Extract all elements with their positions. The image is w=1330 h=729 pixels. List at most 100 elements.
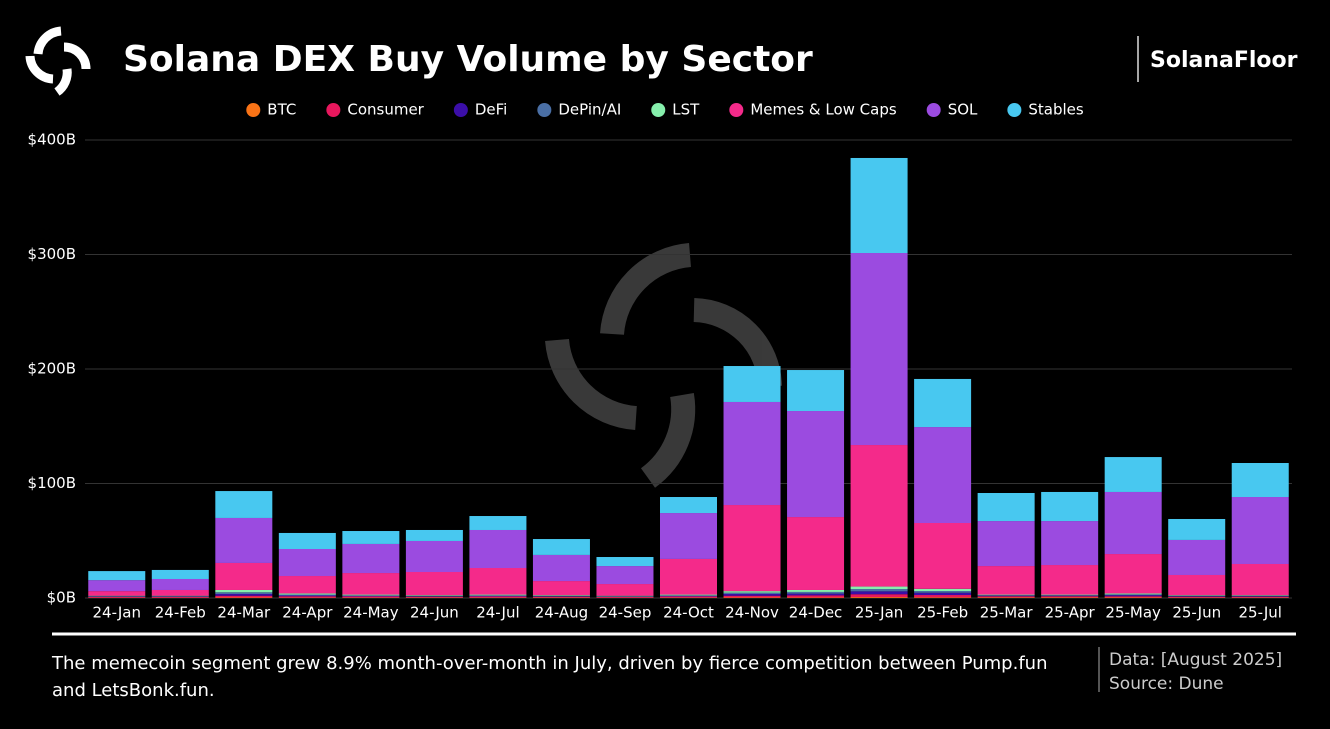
bar-segment <box>1231 563 1289 596</box>
bar-segment <box>1104 596 1162 598</box>
source-block: Data: [August 2025] Source: Dune <box>1109 648 1282 696</box>
bar-segment <box>596 595 654 597</box>
bar-segment <box>405 529 463 541</box>
bar-segment <box>723 591 781 593</box>
x-tick-label: 24-Aug <box>535 604 588 622</box>
bar-segment <box>723 593 781 596</box>
bar-segment <box>914 523 972 589</box>
bar-segment <box>723 366 781 402</box>
bar-segment <box>1104 491 1162 555</box>
bar-segment <box>342 595 400 596</box>
legend-label: LST <box>672 101 700 119</box>
bar-segment <box>596 557 654 567</box>
bar-segment <box>1168 595 1226 596</box>
bar-segment <box>1041 594 1099 596</box>
bar-segment <box>660 497 717 514</box>
bar-segment <box>850 586 908 590</box>
legend-swatch <box>1007 103 1022 117</box>
bar-segment <box>596 566 654 585</box>
bar-segment <box>342 594 400 596</box>
bar-segment <box>215 595 273 598</box>
bar-segment <box>977 595 1035 596</box>
bar-segment <box>88 596 146 598</box>
x-tick-label: 24-May <box>343 604 399 622</box>
y-tick-label: $0B <box>47 589 76 607</box>
legend-label: BTC <box>267 101 296 119</box>
caption: The memecoin segment grew 8.9% month-ove… <box>52 653 1048 701</box>
x-tick-label: 24-Feb <box>155 604 206 622</box>
legend-swatch <box>651 103 666 117</box>
bar-segment <box>660 595 717 597</box>
bar-segment <box>787 591 845 594</box>
x-tick-label: 25-Apr <box>1045 604 1096 622</box>
x-tick-label: 25-Mar <box>980 604 1034 622</box>
bar-segment <box>1041 565 1099 595</box>
y-tick-label: $100B <box>28 474 76 492</box>
bar-segment <box>787 595 845 598</box>
bar-segment <box>1104 593 1162 595</box>
bar-segment <box>914 427 972 524</box>
y-tick-label: $200B <box>28 360 76 378</box>
brand: SolanaFloor <box>1150 48 1298 73</box>
bar-segment <box>1104 554 1162 594</box>
bar-segment <box>1104 457 1162 492</box>
bar-segment <box>1104 595 1162 597</box>
legend-swatch <box>453 103 468 117</box>
bar-segment <box>469 596 527 598</box>
bar-segment <box>1041 595 1099 596</box>
x-tick-label: 25-Jan <box>855 604 903 622</box>
bar-segment <box>660 558 717 595</box>
bar-segment <box>151 596 209 598</box>
legend-label: Memes & Low Caps <box>750 101 897 119</box>
bar-segment <box>151 589 209 596</box>
legend-swatch <box>729 103 744 117</box>
bar-segment <box>278 532 336 549</box>
bar-segment <box>723 401 781 506</box>
bar-segment <box>723 597 781 598</box>
bar-segment <box>914 588 972 592</box>
legend-swatch <box>246 103 261 117</box>
bar-segment <box>1231 463 1289 498</box>
x-tick-label: 24-Jun <box>410 604 459 622</box>
bar-segment <box>850 589 908 592</box>
bar-segment <box>723 592 781 594</box>
bar-segment <box>1231 596 1289 598</box>
y-tick-label: $300B <box>28 245 76 263</box>
bar-segment <box>469 568 527 595</box>
bar-segment <box>723 505 781 592</box>
bar-segment <box>1168 596 1226 598</box>
bar-segment <box>405 596 463 598</box>
x-tick-label: 24-Mar <box>217 604 271 622</box>
bar-segment <box>215 592 273 594</box>
bar-segment <box>850 253 908 446</box>
bar-segment <box>469 529 527 569</box>
bar-segment <box>532 581 590 596</box>
legend-swatch <box>537 103 552 117</box>
x-tick-label: 24-Dec <box>789 604 843 622</box>
bar-segment <box>850 591 908 595</box>
bar-segment <box>469 594 527 596</box>
bar-segment <box>787 593 845 596</box>
x-tick-label: 25-Jul <box>1239 604 1282 622</box>
bar-segment <box>1168 539 1226 575</box>
bar-segment <box>1168 574 1226 596</box>
source: Source: Dune <box>1109 674 1224 694</box>
y-tick-label: $400B <box>28 131 76 149</box>
bar-segment <box>342 573 400 595</box>
data-note: Data: [August 2025] <box>1109 650 1283 670</box>
legend: BTC Consumer DeFi DePin/AI LST Memes & Low Ca… <box>246 101 1084 119</box>
bar-segment <box>1231 595 1289 596</box>
bar-segment <box>977 566 1035 595</box>
bar-segment <box>1168 518 1226 540</box>
logo <box>25 26 91 96</box>
x-tick-label: 24-Sep <box>599 604 652 622</box>
bar-segment <box>596 596 654 598</box>
bar-segment <box>660 596 717 598</box>
bar-segment <box>914 597 972 598</box>
bar-segment <box>850 594 908 598</box>
bar-segment <box>1104 597 1162 598</box>
bar-segment <box>787 370 845 412</box>
x-tick-label: 25-Jun <box>1172 604 1221 622</box>
x-tick-label: 25-Feb <box>917 604 968 622</box>
